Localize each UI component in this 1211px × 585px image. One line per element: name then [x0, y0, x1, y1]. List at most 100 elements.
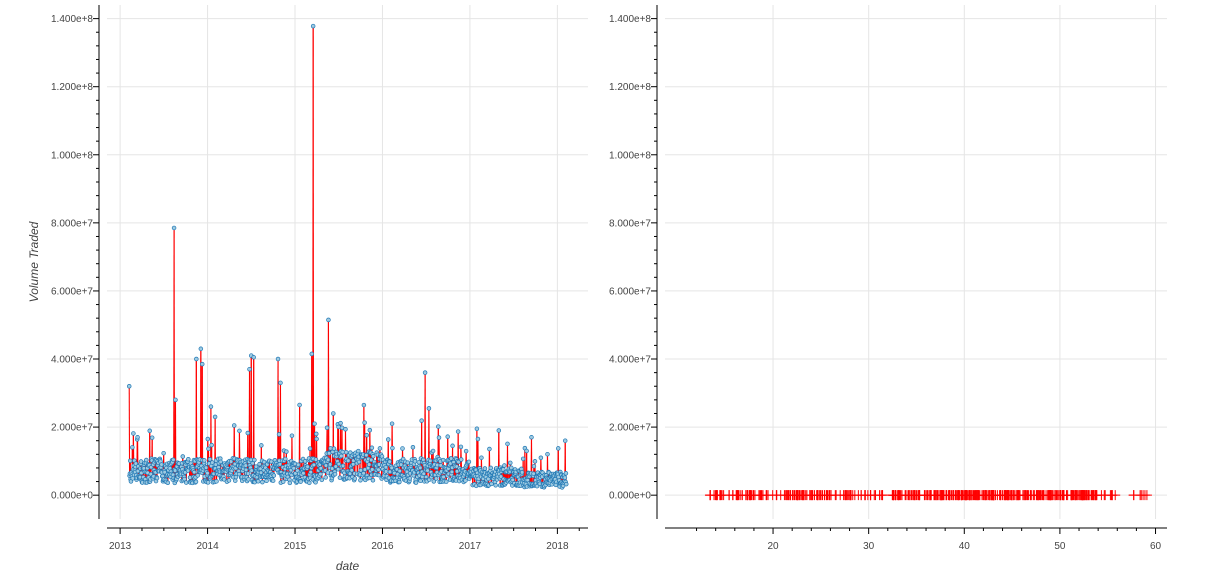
volume-point — [297, 402, 302, 408]
volume-point — [144, 457, 149, 463]
volume-point — [252, 457, 257, 463]
volume-point — [456, 459, 461, 465]
volume-point — [350, 462, 356, 467]
volume-point — [257, 461, 262, 467]
cross-point — [999, 490, 1010, 501]
cross-point — [822, 490, 833, 501]
volume-point — [426, 406, 432, 411]
volume-point — [205, 436, 211, 442]
volume-point — [479, 455, 484, 460]
volume-point — [199, 361, 205, 367]
volume-point — [245, 471, 251, 476]
cross-point — [910, 490, 921, 501]
volume-point — [459, 457, 464, 462]
volume-point — [436, 435, 442, 440]
volume-point — [531, 463, 537, 469]
y-tick-label: 6.000e+7 — [609, 286, 651, 297]
volume-point — [154, 475, 160, 481]
volume-point — [247, 366, 252, 372]
volume-point — [313, 457, 319, 462]
volume-point — [383, 469, 389, 474]
volume-point — [532, 459, 538, 464]
volume-point — [280, 479, 286, 484]
stem-lines — [128, 26, 567, 488]
volume-point — [298, 479, 303, 484]
volume-point — [314, 431, 319, 437]
volume-point — [474, 426, 480, 432]
volume-point — [463, 448, 469, 454]
cross-point — [1041, 490, 1052, 501]
x-tick-label: 40 — [959, 541, 971, 552]
y-tick-label: 1.400e+8 — [609, 14, 651, 25]
cross-point — [960, 490, 971, 501]
volume-point — [208, 404, 214, 409]
volume-point — [335, 467, 341, 472]
volume-point — [349, 468, 354, 473]
volume-point — [368, 457, 374, 463]
volume-point — [276, 432, 282, 437]
volume-point — [284, 449, 289, 454]
volume-point — [277, 462, 283, 467]
cross-markers — [704, 490, 1152, 501]
volume-point — [319, 477, 325, 483]
volume-point — [318, 471, 323, 477]
volume-point — [323, 475, 328, 480]
volume-point — [431, 479, 437, 484]
cross-point — [1025, 490, 1036, 501]
volume-point — [231, 423, 237, 428]
volume-point — [529, 435, 534, 440]
x-tick-label: 50 — [1054, 541, 1066, 552]
volume-point — [505, 441, 510, 447]
cross-point — [973, 490, 984, 501]
volume-point — [310, 23, 316, 29]
volume-point — [463, 478, 468, 483]
volume-point — [218, 459, 223, 465]
cross-point — [919, 490, 930, 501]
volume-point — [226, 478, 232, 483]
cross-point — [876, 490, 887, 501]
volume-point — [343, 449, 349, 455]
volume-point — [249, 468, 254, 473]
volume-point — [509, 465, 514, 471]
volume-point — [312, 421, 317, 426]
volume-point — [508, 460, 513, 466]
y-tick-label: 4.000e+7 — [51, 355, 93, 366]
volume-point — [400, 446, 405, 451]
volume-point — [283, 456, 288, 462]
cross-point — [807, 490, 818, 501]
volume-point — [305, 464, 310, 469]
volume-point — [205, 480, 211, 485]
volume-point — [126, 383, 132, 389]
cross-point — [1076, 490, 1087, 501]
volume-point — [397, 479, 402, 485]
cross-point — [896, 490, 907, 501]
volume-point — [338, 420, 343, 426]
volume-point — [425, 468, 430, 473]
volume-point — [264, 478, 269, 483]
volume-point — [251, 355, 256, 360]
cross-point — [1050, 490, 1061, 501]
volume-point — [194, 356, 199, 362]
volume-point — [440, 457, 446, 463]
volume-point — [366, 462, 372, 467]
volume-point — [331, 411, 336, 416]
volume-point — [413, 480, 419, 485]
volume-point — [133, 461, 139, 466]
volume-point — [135, 435, 140, 440]
volume-point — [147, 428, 152, 434]
volume-point — [332, 471, 338, 477]
volume-point — [275, 356, 281, 362]
cross-point — [856, 490, 867, 501]
volume-point — [202, 458, 207, 463]
volume-point — [352, 476, 358, 481]
volume-point — [243, 463, 248, 468]
y-tick-label: 1.000e+8 — [609, 150, 651, 161]
volume-point — [417, 465, 423, 471]
volume-point — [149, 435, 155, 440]
volume-point — [180, 454, 186, 459]
volume-point — [339, 453, 344, 459]
volume-point — [245, 430, 251, 436]
y-tick-label: 0.000e+0 — [51, 491, 93, 502]
y-tick-label: 1.200e+8 — [51, 82, 93, 93]
